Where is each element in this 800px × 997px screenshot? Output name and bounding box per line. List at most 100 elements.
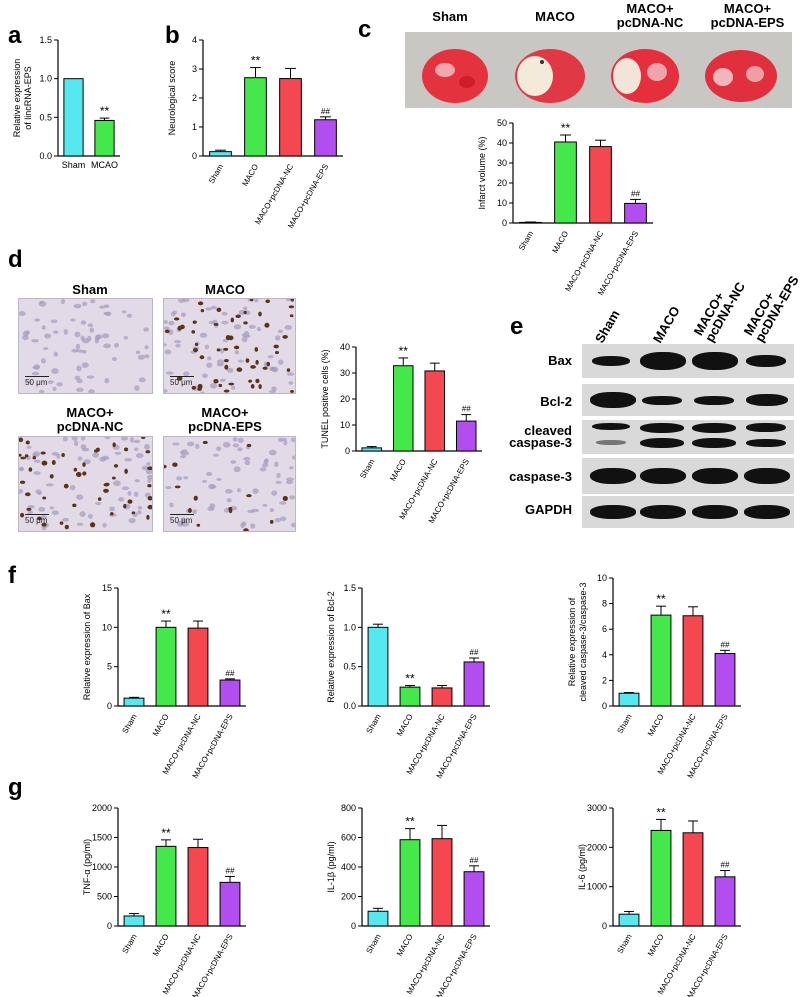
panel-letter-c: c bbox=[358, 16, 372, 43]
brain-sections-image bbox=[422, 49, 777, 103]
y-tick-label: 2 bbox=[192, 93, 197, 103]
y-tick-label: 3 bbox=[192, 64, 197, 74]
brain-slice-nc bbox=[611, 49, 679, 103]
y-axis-label: TNF-α (pg/ml) bbox=[82, 839, 92, 895]
y-tick-label: 1.0 bbox=[343, 622, 356, 632]
panel-letter-b: b bbox=[165, 22, 180, 49]
y-tick-label: 4 bbox=[192, 35, 197, 45]
y-axis-label: Neurological score bbox=[167, 61, 177, 136]
y-tick-label: 5 bbox=[107, 662, 112, 672]
y-tick-label: 10 bbox=[340, 420, 350, 430]
significance-mark: ** bbox=[161, 826, 171, 840]
blot-label-bax: Bax bbox=[548, 353, 572, 368]
significance-mark: ** bbox=[405, 815, 415, 829]
x-tick-label: Sham bbox=[62, 160, 86, 170]
y-tick-label: 0.0 bbox=[343, 701, 356, 711]
tunel-image-nc: 50 μm bbox=[18, 436, 153, 532]
blot-strip-bax bbox=[582, 344, 794, 378]
y-tick-label: 1000 bbox=[92, 862, 112, 872]
y-tick-label: 15 bbox=[102, 583, 112, 593]
y-tick-label: 0 bbox=[602, 921, 607, 931]
y-tick-label: 20 bbox=[340, 394, 350, 404]
y-tick-label: 1000 bbox=[587, 882, 607, 892]
y-tick-label: 6 bbox=[602, 624, 607, 634]
brain-label-maco: MACO bbox=[535, 9, 575, 24]
y-tick-label: 500 bbox=[97, 892, 112, 902]
significance-mark: ** bbox=[161, 607, 171, 621]
significance-mark: ## bbox=[226, 866, 235, 875]
y-axis-label: IL-1β (pg/ml) bbox=[326, 841, 336, 892]
significance-mark: ** bbox=[100, 104, 110, 118]
brain-slice-eps bbox=[705, 50, 777, 102]
y-axis-label: of lincRNA-EPS bbox=[23, 66, 33, 130]
blot-strip-gapdh bbox=[582, 496, 794, 528]
bar-maco-pcdna-eps bbox=[714, 876, 736, 927]
y-tick-label: 2000 bbox=[587, 842, 607, 852]
blot-strip-cleaved-casp3 bbox=[582, 420, 794, 454]
tunel-label-sham: Sham bbox=[72, 282, 108, 297]
y-tick-label: 0 bbox=[351, 921, 356, 931]
significance-mark: ** bbox=[405, 672, 415, 686]
y-tick-label: 0.5 bbox=[343, 662, 356, 672]
y-tick-label: 50 bbox=[497, 118, 507, 128]
y-tick-label: 800 bbox=[341, 803, 356, 813]
panel-letter-d: d bbox=[8, 246, 23, 273]
tunel-label-maco: MACO bbox=[205, 282, 245, 297]
y-tick-label: 0 bbox=[107, 701, 112, 711]
y-tick-label: 0 bbox=[107, 921, 112, 931]
significance-mark: ** bbox=[561, 121, 571, 135]
blot-label-cleaved: cleaved bbox=[524, 423, 572, 438]
brain-slice-sham bbox=[422, 49, 488, 103]
y-tick-label: 4 bbox=[602, 650, 607, 660]
x-tick-label: MACO bbox=[646, 933, 666, 958]
y-tick-label: 20 bbox=[497, 178, 507, 188]
significance-mark: ## bbox=[470, 648, 479, 657]
significance-mark: ## bbox=[321, 107, 330, 116]
y-axis-label: TUNEL positive cells (%) bbox=[320, 349, 330, 448]
significance-mark: ## bbox=[721, 861, 730, 870]
significance-mark: ## bbox=[470, 856, 479, 865]
y-tick-label: 0 bbox=[345, 446, 350, 456]
brain-label-nc: MACO+ pcDNA-NC bbox=[616, 1, 684, 30]
y-tick-label: 1 bbox=[192, 122, 197, 132]
y-tick-label: 1.0 bbox=[39, 74, 52, 84]
blot-label-bcl2: Bcl-2 bbox=[540, 394, 572, 409]
y-tick-label: 30 bbox=[497, 158, 507, 168]
tunel-image-eps: 50 μm bbox=[163, 436, 296, 532]
y-tick-label: 0.5 bbox=[39, 112, 52, 122]
tunel-image-sham: 50 μm bbox=[18, 298, 153, 394]
bar-maco-pcdna-nc bbox=[682, 832, 704, 927]
significance-mark: ## bbox=[226, 669, 235, 678]
brain-label-sham: Sham bbox=[432, 9, 468, 24]
tunel-image-maco: 50 μm bbox=[163, 298, 296, 394]
significance-mark: ## bbox=[631, 189, 640, 198]
scale-bar: 50 μm bbox=[25, 378, 48, 387]
blot-strip-casp3 bbox=[582, 458, 794, 494]
y-tick-label: 2000 bbox=[92, 803, 112, 813]
y-axis-label: Relative expression of bbox=[567, 597, 577, 686]
y-tick-label: 0 bbox=[602, 701, 607, 711]
panel-letter-e: e bbox=[510, 313, 524, 340]
y-axis-label: Relative expression of Bcl-2 bbox=[326, 591, 336, 703]
scale-bar: 50 μm bbox=[25, 516, 48, 525]
y-tick-label: 8 bbox=[602, 599, 607, 609]
x-tick-label: MCAO bbox=[91, 160, 118, 170]
significance-mark: ** bbox=[656, 592, 666, 606]
tunel-label-eps: MACO+ pcDNA-EPS bbox=[188, 405, 262, 434]
scale-bar: 50 μm bbox=[170, 516, 193, 525]
significance-mark: ** bbox=[656, 805, 666, 819]
blot-label-casp3: caspase-3 bbox=[509, 469, 572, 484]
significance-mark: ** bbox=[251, 54, 261, 68]
tunel-label-nc: MACO+ pcDNA-NC bbox=[56, 405, 124, 434]
panel-letter-f: f bbox=[8, 562, 16, 589]
significance-mark: ## bbox=[462, 405, 471, 414]
